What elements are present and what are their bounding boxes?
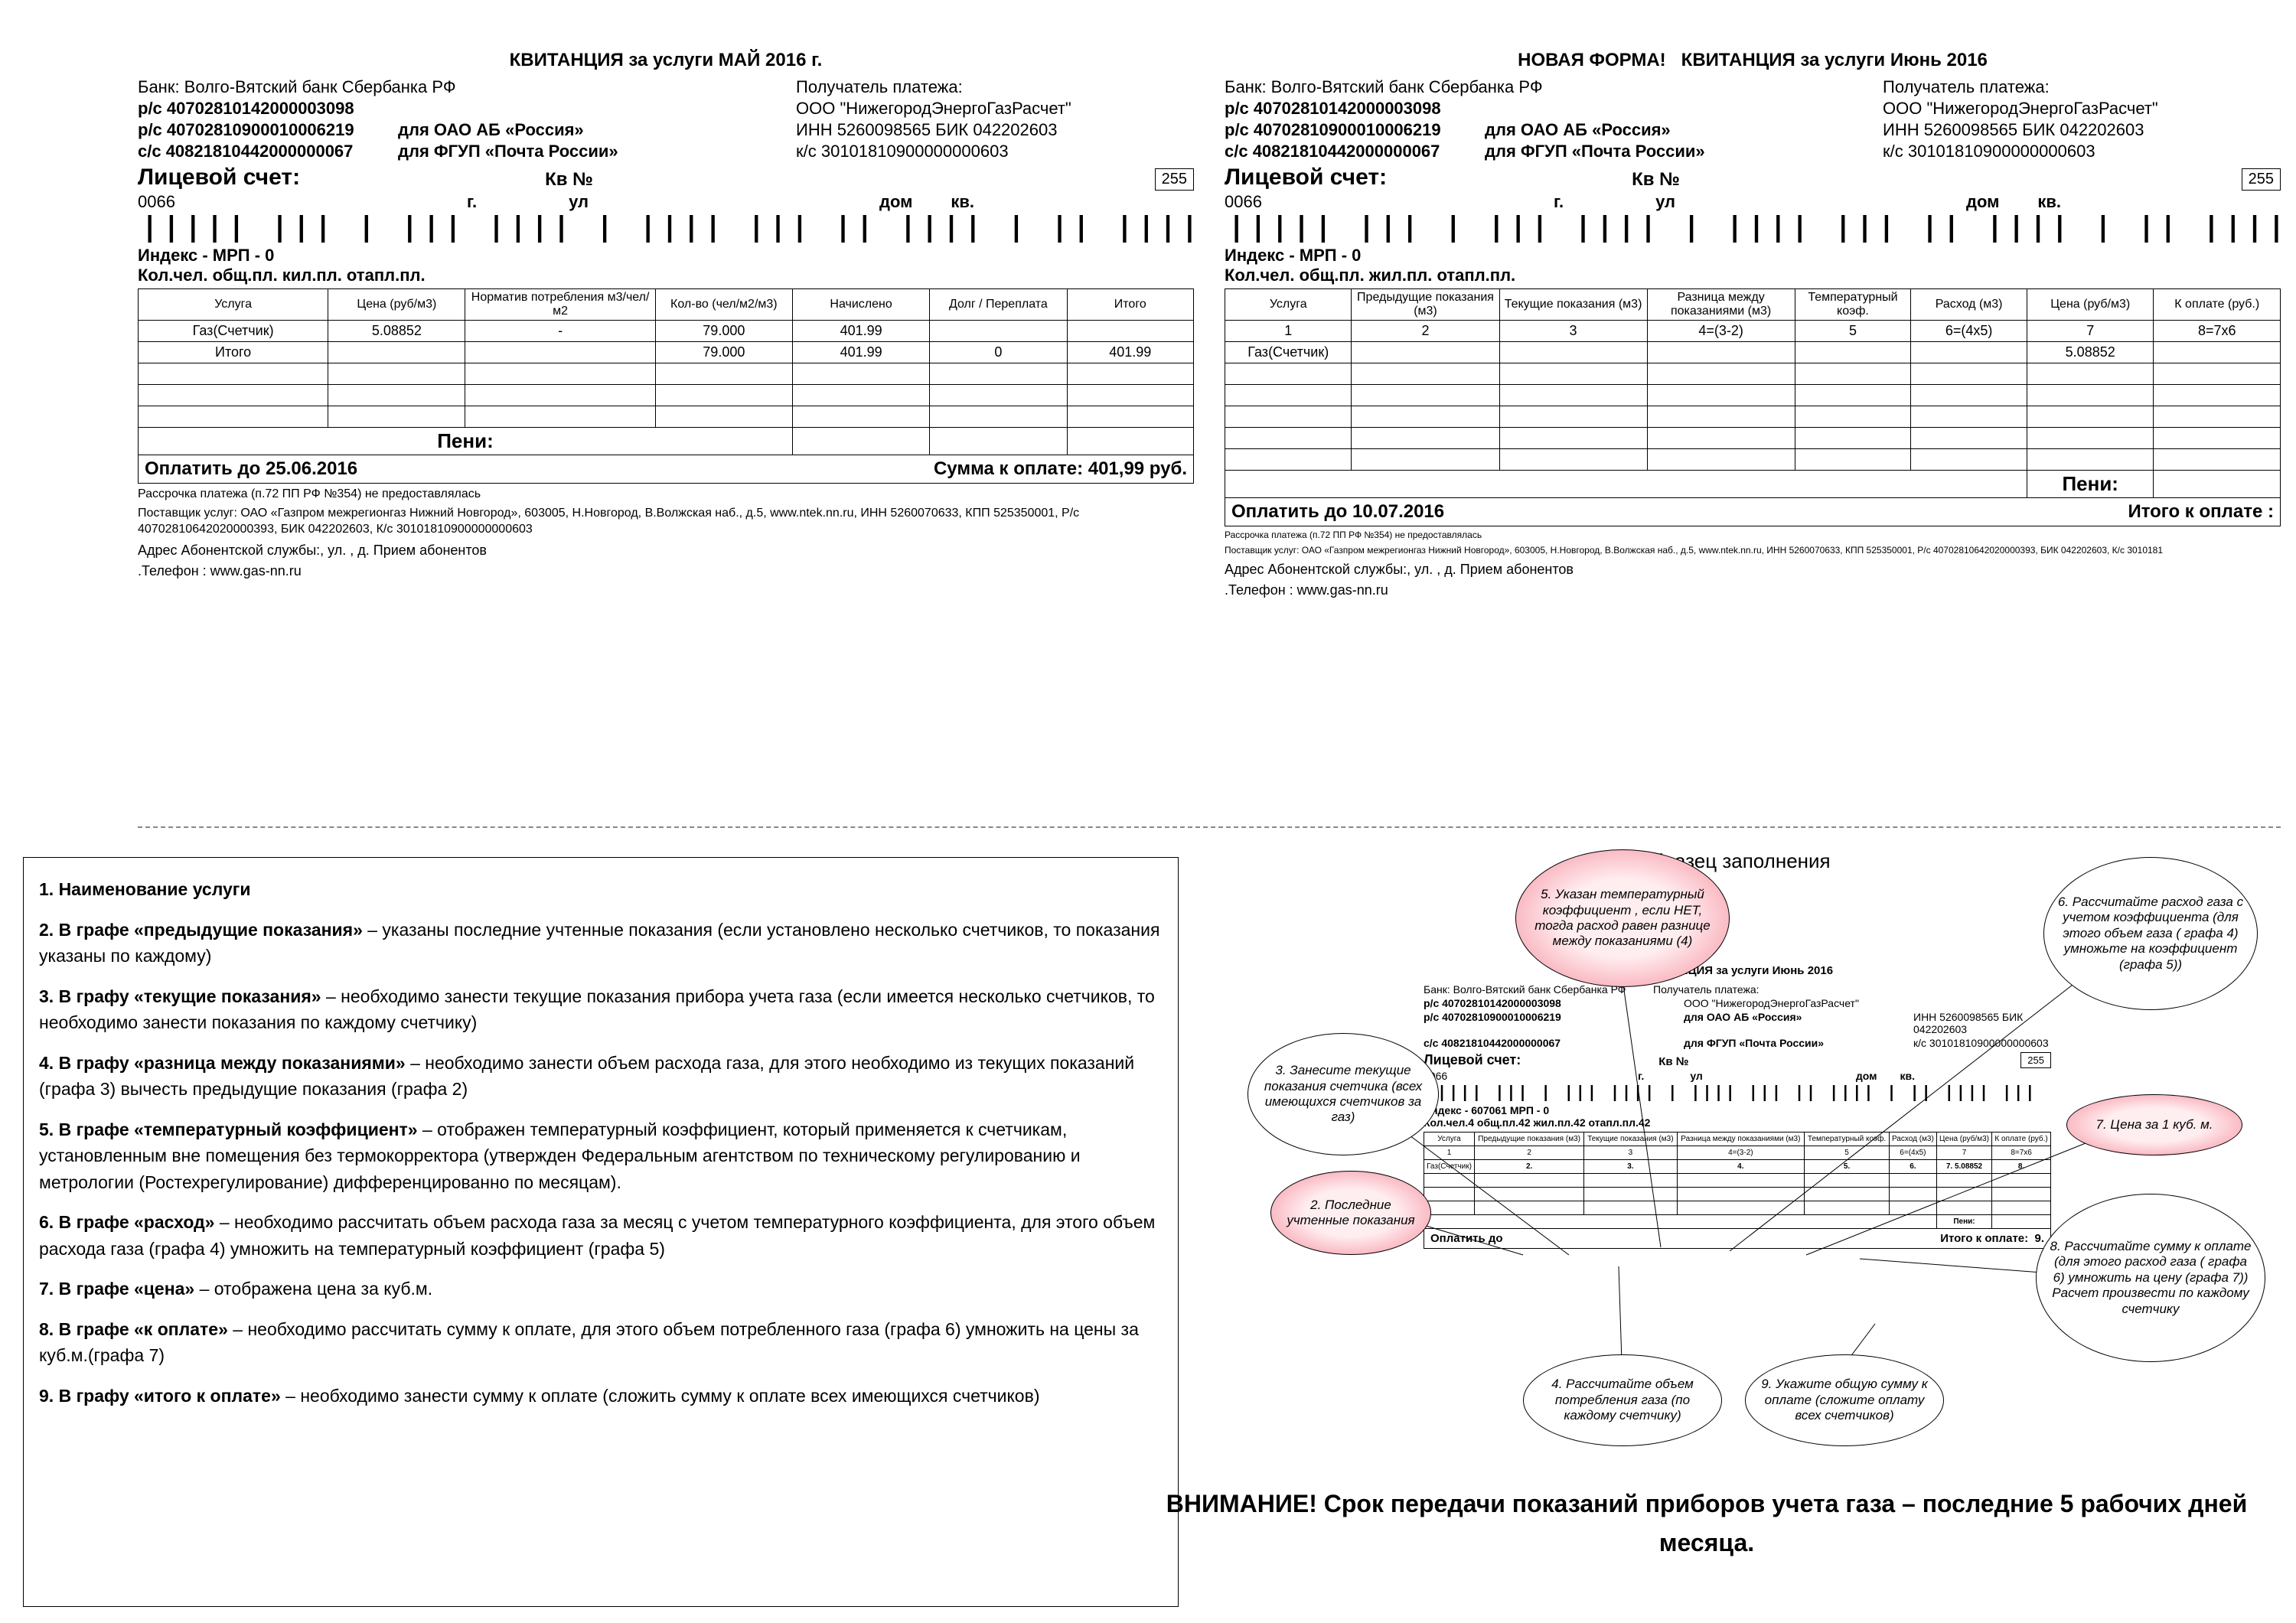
ks: к/с 30101810900000000603 xyxy=(796,142,1194,161)
warning-text: ВНИМАНИЕ! Срок передачи показаний прибор… xyxy=(1148,1484,2265,1563)
table-jun: Услуга Предыдущие показания (м3) Текущие… xyxy=(1225,288,2281,498)
city-g: г. xyxy=(467,192,477,212)
new-form: НОВАЯ ФОРМА! xyxy=(1518,50,1666,70)
ul: ул xyxy=(569,192,589,212)
fine2-may: Поставщик услуг: ОАО «Газпром межрегионг… xyxy=(138,506,1194,538)
pay-until-jun: Оплатить до 10.07.2016 xyxy=(1231,501,1444,523)
tel-may: .Телефон : www.gas-nn.ru xyxy=(138,563,302,579)
table-may: Услуга Цена (руб/м3) Норматив потреблени… xyxy=(138,288,1194,455)
bubble-8: 8. Рассчитайте сумму к оплате (для этого… xyxy=(2036,1194,2265,1362)
idx-may: Индекс - МРП - 0 xyxy=(138,246,274,265)
bubble-7: 7. Цена за 1 куб. м. xyxy=(2066,1094,2242,1155)
receipt-may: КВИТАНЦИЯ за услуги МАЙ 2016 г. Банк: Во… xyxy=(138,50,1194,579)
bubble-4: 4. Рассчитайте объем потребления газа (п… xyxy=(1523,1354,1722,1446)
separator xyxy=(138,826,2281,828)
kv-label: Кв № xyxy=(545,169,593,191)
table-row-nums: 1234=(3-2)56=(4x5)78=7x6 xyxy=(1225,321,2281,342)
inn: ИНН 5260098565 БИК 042202603 xyxy=(796,120,1194,140)
peni-label: Пени: xyxy=(139,428,793,455)
recipient-lbl: Получатель платежа: xyxy=(796,77,1194,97)
kv-box: 255 xyxy=(1155,168,1194,191)
instructions-panel: 1. Наименование услуги 2. В графе «преды… xyxy=(23,857,1179,1607)
adr-lbl: Адрес Абонентской службы: xyxy=(138,543,320,559)
recipient-name: ООО "НижегородЭнергоГазРасчет" xyxy=(796,99,1194,119)
sum-may: Сумма к оплате: 401,99 руб. xyxy=(934,458,1187,480)
barcode-may: ||||| ||| | ||| |||| | |||| ||| || |||| … xyxy=(138,215,1194,243)
fine1-may: Рассрочка платежа (п.72 ПП РФ №354) не п… xyxy=(138,487,1194,503)
table-row: Газ(Счетчик)5.08852-79.000401.99 xyxy=(139,321,1194,342)
ss: с/с 40821810442000000067 xyxy=(138,142,398,161)
bank-line: Банк: Волго-Вятский банк Сбербанка РФ xyxy=(138,77,796,97)
rs2: р/с 40702810900010006219 xyxy=(138,120,398,140)
ss-for: для ФГУП «Почта России» xyxy=(398,142,628,161)
acct-num: 0066 xyxy=(138,192,214,212)
kol-jun: Кол.чел. общ.пл. жил.пл. отапл.пл. xyxy=(1225,266,1515,285)
dom: дом xyxy=(879,192,912,212)
title-jun: КВИТАНЦИЯ за услуги Июнь 2016 xyxy=(1681,50,1988,70)
sum-jun: Итого к оплате : xyxy=(2128,501,2274,523)
bubble-2: 2. Последние учтенные показания xyxy=(1270,1171,1431,1255)
bubble-6: 6. Рассчитайте расход газа с учетом коэф… xyxy=(2043,857,2258,1010)
pay-until-may: Оплатить до 25.06.2016 xyxy=(145,458,357,480)
table-row: Газ(Счетчик)5.08852 xyxy=(1225,342,2281,363)
title-may: КВИТАНЦИЯ за услуги МАЙ 2016 г. xyxy=(138,50,1194,71)
rs2-for: для ОАО АБ «Россия» xyxy=(398,120,628,140)
bubble-5: 5. Указан температурный коэффициент , ес… xyxy=(1515,849,1730,987)
mini-receipt: КВИТАНЦИЯ за услуги Июнь 2016 Банк: Волг… xyxy=(1424,964,2051,1249)
lits-label: Лицевой счет: xyxy=(138,165,300,191)
receipt-june: НОВАЯ ФОРМА! КВИТАНЦИЯ за услуги Июнь 20… xyxy=(1225,50,2281,598)
bubble-9: 9. Укажите общую сумму к оплате (сложите… xyxy=(1745,1354,1944,1446)
kol-may: Кол.чел. общ.пл. кил.пл. отапл.пл. xyxy=(138,266,426,285)
rs1: р/с 40702810142000003098 xyxy=(138,99,398,119)
table-row: Итого79.000401.990401.99 xyxy=(139,342,1194,363)
adr-uld: , ул. , д. Прием абонентов xyxy=(320,543,487,559)
kv: кв. xyxy=(951,192,974,212)
bubble-3: 3. Занесите текущие показания счетчика (… xyxy=(1247,1033,1439,1155)
